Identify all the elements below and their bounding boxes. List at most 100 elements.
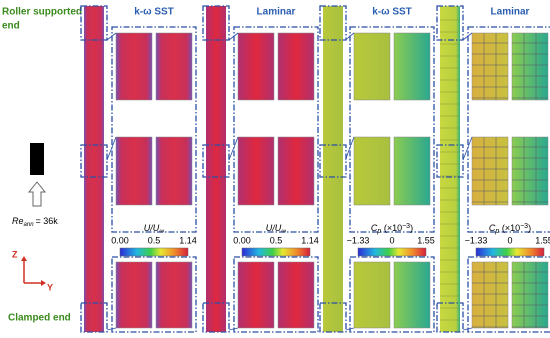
contour <box>353 136 391 206</box>
label-part: C <box>489 223 496 233</box>
zoom-marker <box>80 5 108 41</box>
zoom-marker <box>202 5 230 41</box>
contour <box>511 32 549 101</box>
connector <box>345 136 355 161</box>
colorbar-tick: 1.55 <box>417 235 435 245</box>
zoom-marker <box>319 144 347 178</box>
colorbar-label: U/U∞ <box>144 223 165 234</box>
column <box>84 6 104 332</box>
zoom-marker <box>202 144 230 178</box>
zoom-box <box>111 256 197 333</box>
top-label: end <box>2 21 20 32</box>
label-part: p <box>376 228 381 235</box>
contour <box>393 136 431 206</box>
zoom-marker <box>319 5 347 41</box>
connector <box>106 32 117 41</box>
connector <box>462 136 473 161</box>
axis-arrows <box>21 256 46 286</box>
contour <box>237 136 275 206</box>
connector <box>462 32 473 41</box>
label-part: (×10 <box>381 223 402 233</box>
zoom-box <box>349 256 435 333</box>
colorbar-label: Cp (×10−3) <box>489 223 531 235</box>
colorbar <box>357 247 427 257</box>
zoom-box <box>111 26 197 233</box>
column <box>440 6 460 332</box>
contour <box>155 136 193 206</box>
contour <box>277 32 315 101</box>
label-part: ) <box>528 223 531 233</box>
label-part: p <box>494 228 499 235</box>
zoom-box <box>349 26 435 233</box>
connector <box>345 327 355 331</box>
connector <box>462 327 473 331</box>
reynolds-label: Reann = 36k <box>12 216 58 227</box>
connector <box>228 32 239 41</box>
contour <box>393 32 431 101</box>
zoom-marker <box>80 302 108 333</box>
zoom-box <box>233 256 319 333</box>
label-part: C <box>371 223 378 233</box>
colorbar <box>241 247 311 257</box>
colorbar <box>119 247 189 257</box>
colorbar-tick: 0 <box>389 235 394 245</box>
contour <box>115 261 153 329</box>
panel-title: Laminar <box>491 7 530 18</box>
colorbar-tick: −1.33 <box>465 235 488 245</box>
colorbar-tick: 1.14 <box>179 235 197 245</box>
colorbar-tick: −1.33 <box>347 235 370 245</box>
label-part: ∞ <box>281 228 286 235</box>
colorbar-tick: 1.55 <box>535 235 550 245</box>
label-part: (×10 <box>499 223 520 233</box>
contour <box>511 261 549 329</box>
connector <box>345 32 355 41</box>
zoom-box <box>467 256 550 333</box>
zoom-marker <box>202 302 230 333</box>
label-part: U/U <box>144 223 160 233</box>
contour <box>277 136 315 206</box>
colorbar-tick: 0.00 <box>233 235 251 245</box>
flow-arrow <box>27 181 47 207</box>
colorbar-tick: 1.14 <box>301 235 319 245</box>
contour <box>471 261 509 329</box>
panel-title: k-ω SST <box>372 7 412 18</box>
contour <box>237 261 275 329</box>
panel-title: k-ω SST <box>134 7 174 18</box>
colorbar-label: Cp (×10−3) <box>371 223 413 235</box>
axis-y-label: Y <box>47 282 53 292</box>
column <box>323 6 343 332</box>
panel-title: Laminar <box>257 7 296 18</box>
contour <box>393 261 431 329</box>
connector <box>106 327 117 331</box>
contour <box>115 136 153 206</box>
top-label: Roller supported <box>2 7 82 18</box>
colorbar <box>475 247 545 257</box>
connector <box>228 327 239 331</box>
connector <box>106 136 117 161</box>
colorbar-label: U/U∞ <box>266 223 287 234</box>
zoom-box <box>467 26 550 233</box>
contour <box>237 32 275 101</box>
label-part: −3 <box>402 223 410 230</box>
bottom-label: Clamped end <box>8 313 71 324</box>
zoom-marker <box>436 302 464 333</box>
label-part: −3 <box>520 223 528 230</box>
contour <box>155 261 193 329</box>
zoom-box <box>233 26 319 233</box>
colorbar-tick: 0.5 <box>148 235 161 245</box>
zoom-marker <box>80 144 108 178</box>
zoom-marker <box>319 302 347 333</box>
colorbar-tick: 0 <box>507 235 512 245</box>
zoom-marker <box>436 144 464 178</box>
label-part: ∞ <box>159 228 164 235</box>
contour <box>115 32 153 101</box>
colorbar-tick: 0.5 <box>270 235 283 245</box>
label-part: ) <box>410 223 413 233</box>
colorbar-tick: 0.00 <box>111 235 129 245</box>
specimen-icon <box>30 143 44 175</box>
axis-z-label: Z <box>12 249 18 259</box>
contour <box>353 261 391 329</box>
contour <box>277 261 315 329</box>
contour <box>155 32 193 101</box>
